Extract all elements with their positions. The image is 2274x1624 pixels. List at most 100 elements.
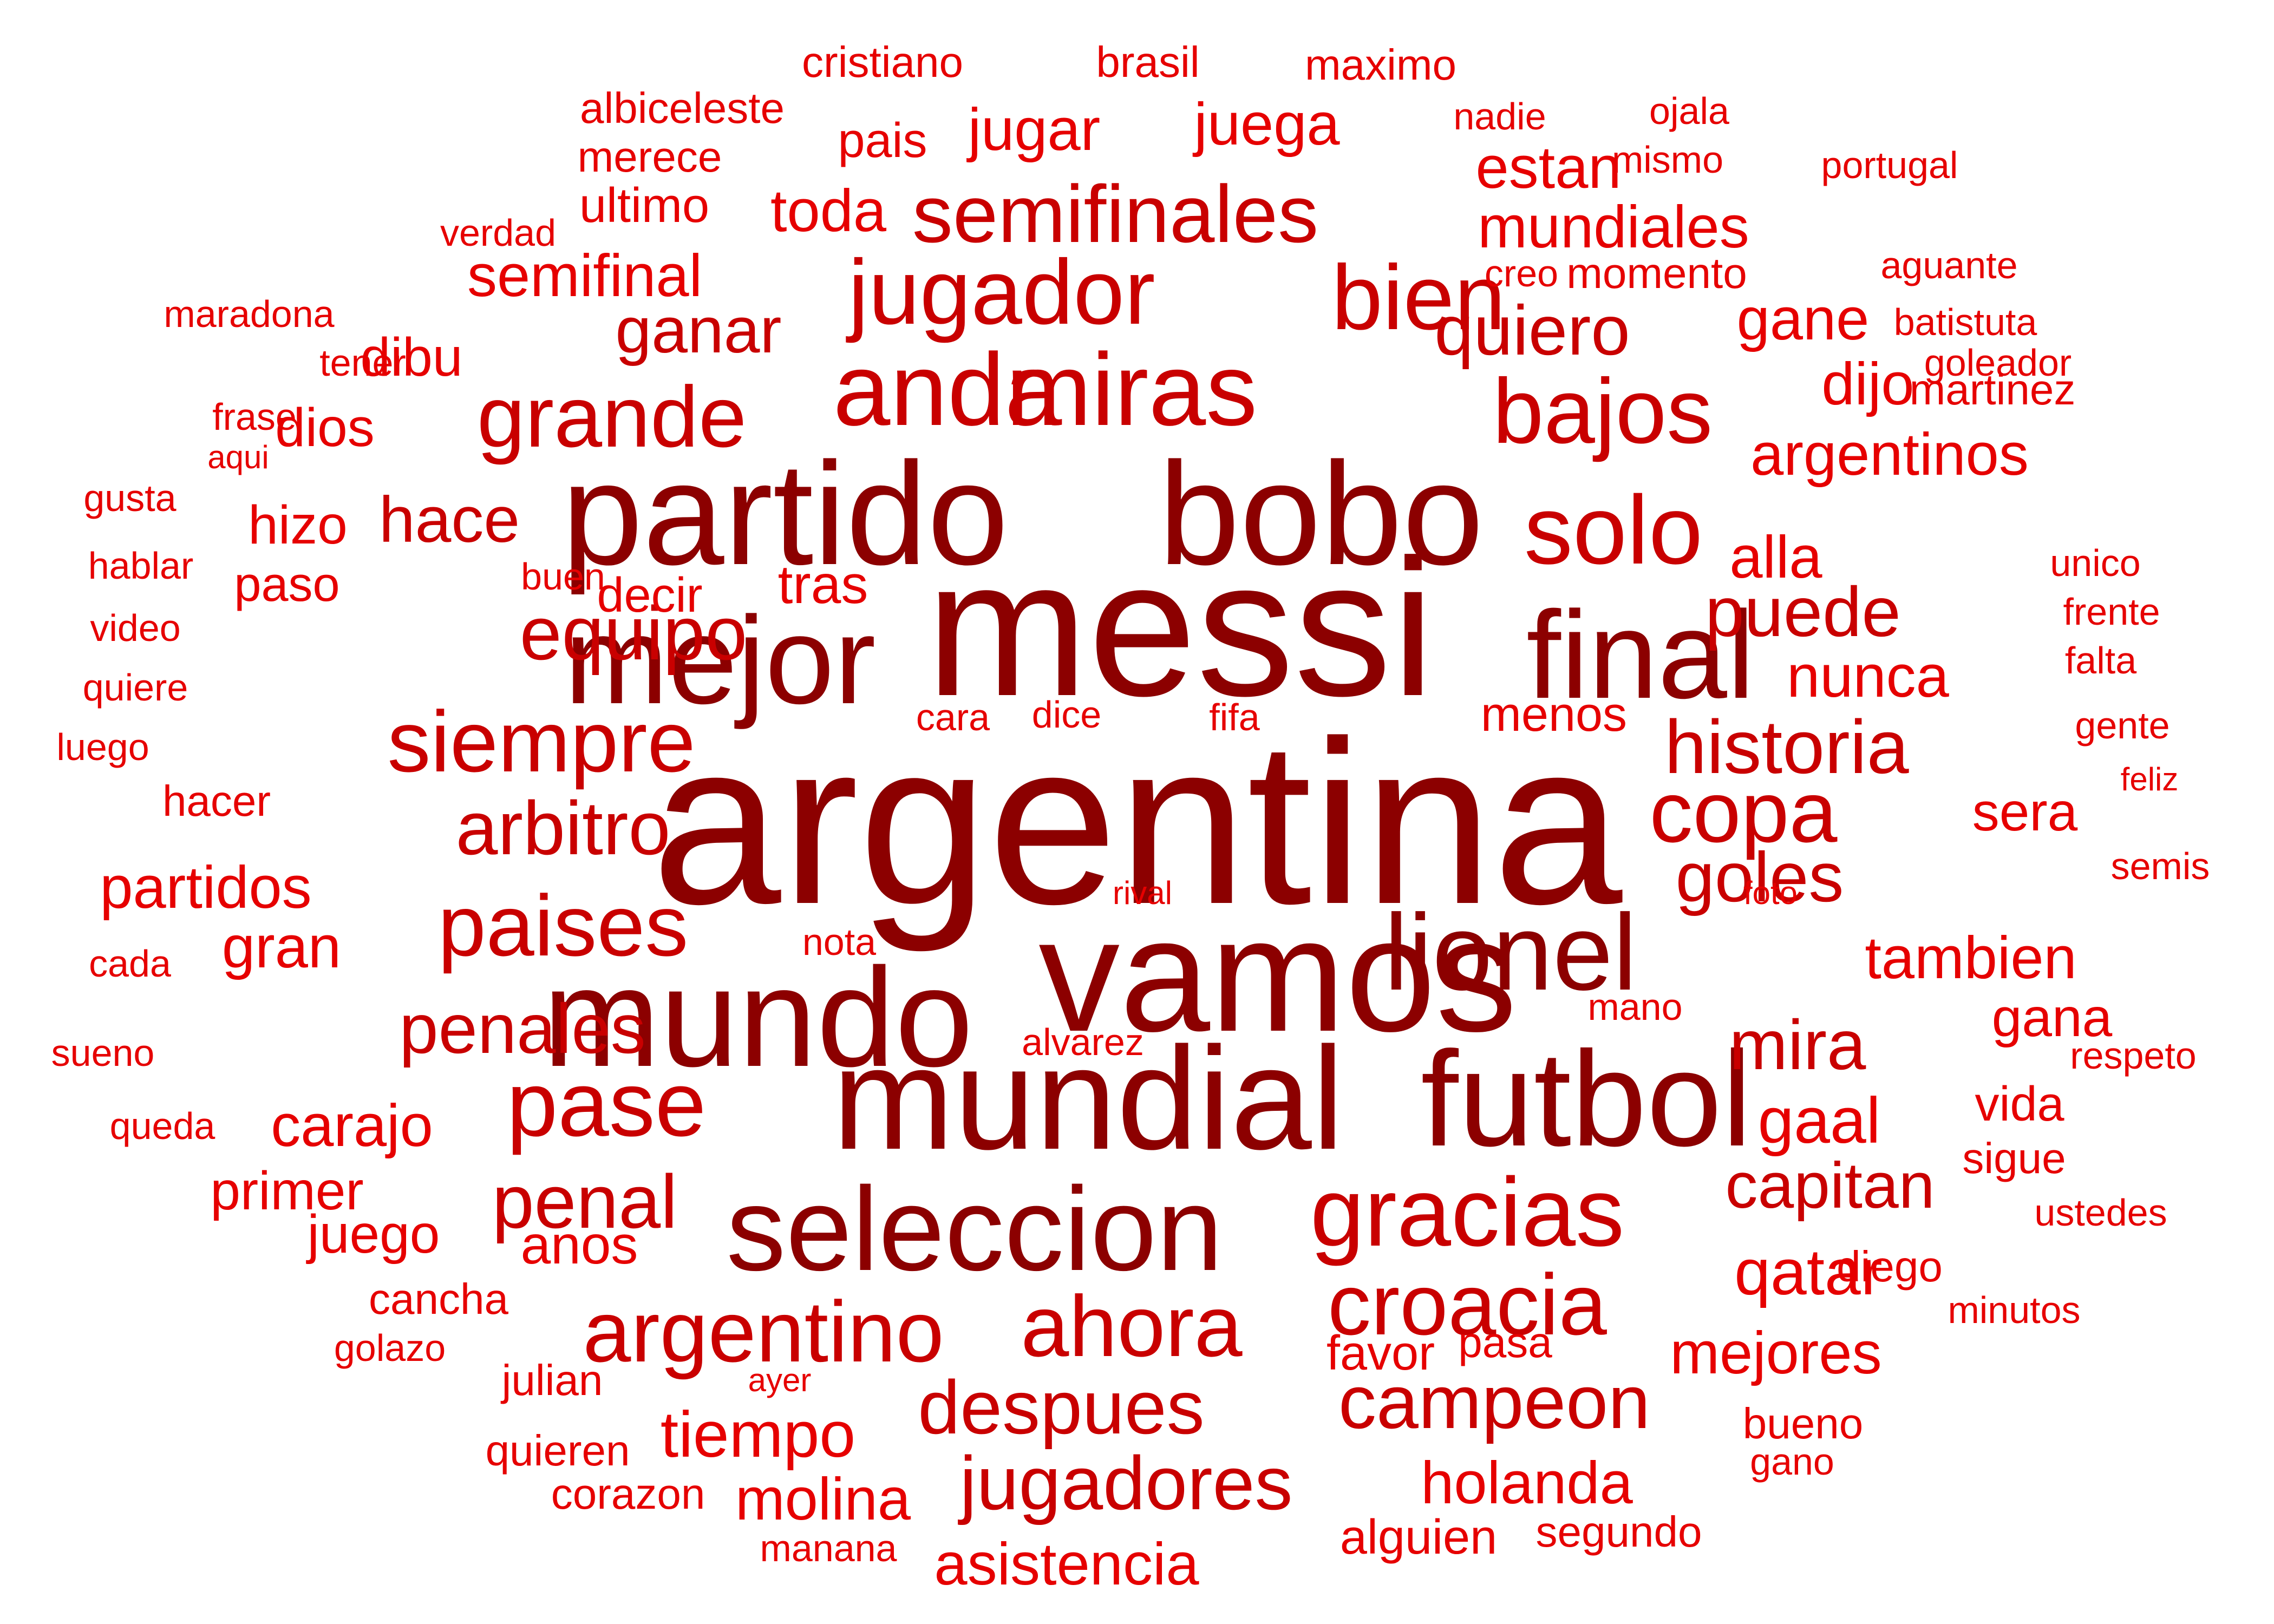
word-argentino: argentino (583, 1283, 944, 1380)
word-brasil: brasil (1096, 38, 1200, 86)
word-nota: nota (802, 921, 877, 963)
word-bobo: bobo (1158, 433, 1484, 595)
word-sera: sera (1972, 782, 2078, 842)
word-queda: queda (109, 1105, 215, 1147)
word-mejores: mejores (1670, 1320, 1882, 1386)
word-copa: copa (1649, 763, 1838, 860)
word-bueno: bueno (1742, 1399, 1864, 1448)
word-frase: frase (212, 396, 297, 438)
word-campeon: campeon (1338, 1359, 1650, 1444)
word-tambien: tambien (1865, 925, 2077, 991)
word-anda: anda (833, 332, 1062, 447)
word-asistencia: asistencia (934, 1531, 1199, 1597)
word-mejor: mejor (564, 591, 876, 730)
word-semifinales: semifinales (912, 168, 1319, 259)
word-final: final (1526, 585, 1755, 724)
word-dios: dios (275, 397, 375, 458)
word-cancha: cancha (369, 1275, 508, 1323)
word-menos: menos (1480, 687, 1628, 742)
word-batistuta: batistuta (1893, 301, 2037, 343)
word-dijo: dijo (1821, 351, 1914, 417)
word-quieren: quieren (485, 1426, 630, 1475)
word-semifinal: semifinal (467, 243, 703, 309)
word-ahora: ahora (1021, 1278, 1243, 1374)
word-ultimo: ultimo (579, 179, 710, 233)
word-fifa: fifa (1209, 696, 1260, 738)
word-segundo: segundo (1535, 1508, 1702, 1556)
word-partidos: partidos (100, 854, 312, 921)
word-croacia: croacia (1328, 1256, 1607, 1353)
word-verdad: verdad (440, 212, 557, 254)
word-mismo: mismo (1611, 139, 1724, 181)
word-quiere: quiere (82, 666, 188, 709)
word-mundial: mundial (832, 1017, 1344, 1180)
word-estan: estan (1475, 134, 1622, 201)
word-pase: pase (506, 1053, 707, 1156)
word-ustedes: ustedes (2034, 1191, 2167, 1234)
word-dibu: dibu (360, 327, 463, 388)
word-jugador: jugador (848, 241, 1155, 344)
word-qatar: qatar (1734, 1236, 1883, 1308)
word-merece: merece (577, 133, 722, 181)
word-alla: alla (1729, 524, 1822, 591)
word-maximo: maximo (1304, 41, 1457, 89)
word-vamos: vamos (1038, 883, 1517, 1065)
word-ayer: ayer (748, 1362, 812, 1398)
word-paso: paso (234, 558, 340, 612)
word-albiceleste: albiceleste (579, 84, 785, 132)
word-hacer: hacer (162, 777, 271, 825)
word-sueno: sueno (51, 1032, 155, 1074)
word-manana: manana (760, 1527, 897, 1569)
word-luego: luego (56, 726, 149, 768)
word-favor: favor (1326, 1326, 1435, 1380)
word-sigue: sigue (1962, 1134, 2066, 1182)
word-hace: hace (378, 483, 520, 556)
word-hizo: hizo (248, 495, 348, 555)
word-dice: dice (1031, 693, 1102, 736)
word-alguien: alguien (1339, 1510, 1498, 1564)
word-toda: toda (770, 178, 887, 244)
word-gaal: gaal (1757, 1084, 1881, 1157)
word-pasa: pasa (1458, 1318, 1552, 1366)
word-respeto: respeto (2070, 1034, 2197, 1077)
word-argentinos: argentinos (1750, 421, 2029, 488)
word-quiero: quiero (1434, 291, 1630, 370)
word-jugar: jugar (968, 96, 1101, 163)
word-pais: pais (838, 114, 927, 168)
word-frente: frente (2063, 591, 2160, 633)
word-holanda: holanda (1421, 1450, 1633, 1516)
word-futbol: futbol (1421, 1023, 1752, 1174)
word-gran: gran (221, 914, 342, 980)
word-aqui: aqui (207, 439, 269, 475)
word-feliz: feliz (2120, 761, 2179, 797)
word-puede: puede (1705, 572, 1901, 651)
word-gracias: gracias (1310, 1158, 1625, 1267)
word-mira: mira (1729, 1005, 1866, 1084)
word-decir: decir (597, 568, 703, 623)
word-historia: historia (1664, 704, 1909, 789)
word-bajos: bajos (1492, 360, 1713, 463)
word-semis: semis (2110, 845, 2210, 887)
word-rival: rival (1112, 875, 1173, 911)
word-penales: penales (399, 989, 646, 1068)
word-golazo: golazo (334, 1327, 446, 1369)
word-juego: juego (307, 1204, 440, 1265)
word-hablar: hablar (88, 545, 194, 587)
word-cara: cara (916, 696, 990, 738)
word-maradona: maradona (164, 293, 335, 335)
word-partido: partido (561, 433, 1009, 595)
word-miras: miras (1005, 332, 1258, 447)
word-buen: buen (521, 555, 605, 598)
word-julian: julian (501, 1356, 603, 1404)
word-gana: gana (1991, 987, 2113, 1048)
word-aguante: aguante (1880, 244, 2018, 286)
word-mundiales: mundiales (1478, 194, 1749, 260)
word-arbitro: arbitro (455, 785, 671, 870)
word-primer: primer (210, 1161, 364, 1221)
word-video: video (90, 607, 181, 649)
word-anos: anos (520, 1215, 638, 1275)
word-foto: foto (1743, 875, 1798, 911)
word-cristiano: cristiano (802, 38, 963, 86)
word-gente: gente (2075, 704, 2170, 746)
word-penal: penal (492, 1159, 678, 1244)
